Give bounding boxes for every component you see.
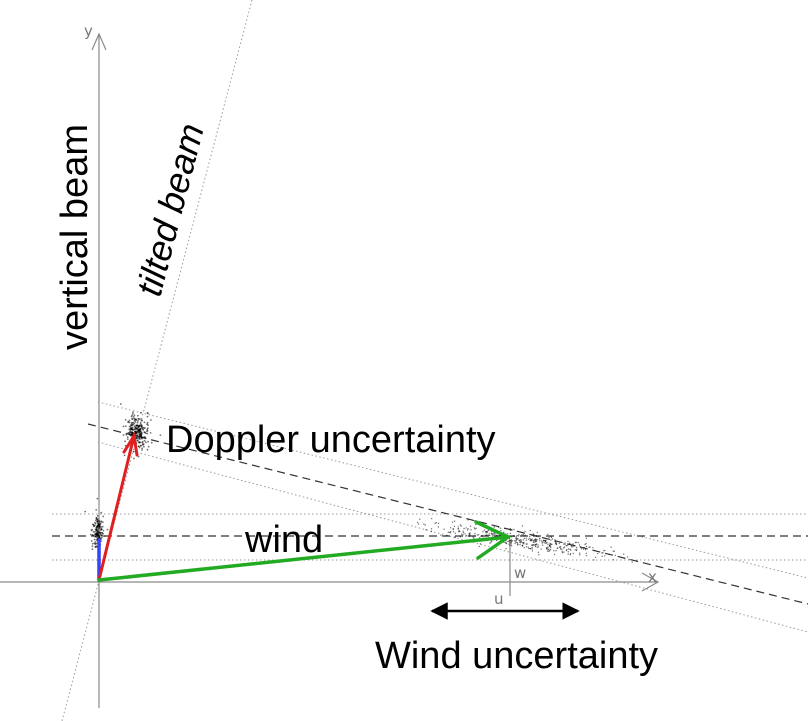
x-axis-label: x bbox=[648, 568, 657, 586]
tilted-band-lower bbox=[97, 441, 808, 633]
tilted-beam-label: tilted beam bbox=[128, 119, 212, 300]
w-tick-label: w bbox=[514, 564, 526, 582]
axes bbox=[0, 32, 660, 708]
y-axis-label: y bbox=[84, 22, 93, 40]
scatter-clouds bbox=[84, 403, 633, 563]
dashed-guides bbox=[52, 423, 808, 605]
vertical-beam-label: vertical beam bbox=[54, 124, 96, 350]
wind-vector-head bbox=[474, 520, 512, 560]
doppler-vector bbox=[97, 434, 136, 582]
tilted-beam-line bbox=[61, 0, 253, 721]
y-axis-arrowhead bbox=[91, 32, 107, 51]
wind-label: wind bbox=[244, 519, 323, 561]
vertical-scatter bbox=[84, 497, 109, 550]
doppler-vector-head bbox=[122, 431, 139, 457]
tilted-beam-solution-line bbox=[87, 423, 808, 605]
u-tick-label: u bbox=[494, 590, 504, 608]
wind-vector bbox=[97, 535, 510, 582]
vectors bbox=[97, 431, 512, 582]
x-axis-arrowhead bbox=[641, 572, 660, 592]
wind-scatter bbox=[416, 518, 633, 563]
beam-guides bbox=[52, 0, 808, 721]
doppler-scatter bbox=[119, 403, 162, 460]
wind-uncertainty-label: Wind uncertainty bbox=[375, 635, 658, 677]
doppler-uncertainty-label: Doppler uncertainty bbox=[166, 419, 496, 461]
